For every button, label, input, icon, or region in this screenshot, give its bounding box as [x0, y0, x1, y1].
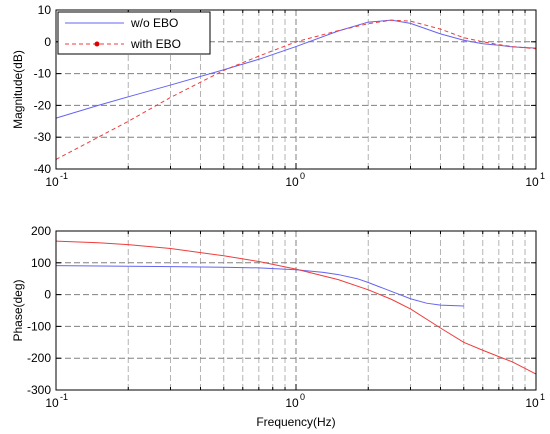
legend-box	[57, 11, 211, 55]
phase-x-tick-exponent: 0	[300, 392, 305, 402]
phase-y-tick-label: 0	[44, 288, 51, 302]
magnitude-x-tick-exponent: 1	[540, 171, 545, 181]
magnitude-y-axis-title: Magnitude(dB)	[11, 50, 25, 129]
magnitude-curves	[55, 19, 537, 160]
legend: w/o EBO with EBO	[57, 11, 211, 55]
phase-series-line-with-ebo	[55, 240, 537, 375]
phase-plot-area	[56, 231, 536, 390]
magnitude-y-tick-label: -40	[34, 162, 52, 176]
legend-label-wo-ebo: w/o EBO	[130, 16, 178, 30]
phase-y-tick-label: -100	[27, 319, 51, 333]
magnitude-y-tick-label: -30	[34, 130, 52, 144]
phase-x-axis-title: Frequency(Hz)	[256, 415, 335, 429]
phase-x-tick-label: 10	[525, 396, 539, 410]
legend-marker-with-ebo	[94, 41, 100, 47]
phase-y-tick-label: 200	[31, 224, 51, 238]
phase-y-axis-title: Phase(deg)	[11, 279, 25, 341]
magnitude-x-tick-label: 10	[285, 175, 299, 189]
phase-y-tick-label: -300	[27, 383, 51, 397]
magnitude-x-tick-exponent: -1	[60, 171, 68, 181]
phase-curves	[55, 240, 537, 375]
magnitude-y-tick-label: 10	[38, 3, 52, 17]
phase-y-tick-label: 100	[31, 256, 51, 270]
phase-x-tick-exponent: 1	[540, 392, 545, 402]
phase-x-tick-label: 10	[45, 396, 59, 410]
magnitude-x-tick-label: 10	[525, 175, 539, 189]
magnitude-y-tick-label: 0	[44, 35, 51, 49]
magnitude-series-line-with-ebo	[55, 19, 537, 160]
legend-label-with-ebo: with EBO	[130, 37, 181, 51]
magnitude-x-tick-exponent: 0	[300, 171, 305, 181]
phase-x-tick-exponent: -1	[60, 392, 68, 402]
phase-y-tick-label: -200	[27, 351, 51, 365]
magnitude-y-tick-label: -10	[34, 67, 52, 81]
phase-x-tick-label: 10	[285, 396, 299, 410]
phase-grid	[56, 231, 536, 390]
magnitude-y-tick-label: -20	[34, 98, 52, 112]
phase-series-line-wo-ebo	[55, 265, 464, 307]
magnitude-series-line-wo-ebo	[55, 19, 537, 119]
magnitude-x-tick-label: 10	[45, 175, 59, 189]
